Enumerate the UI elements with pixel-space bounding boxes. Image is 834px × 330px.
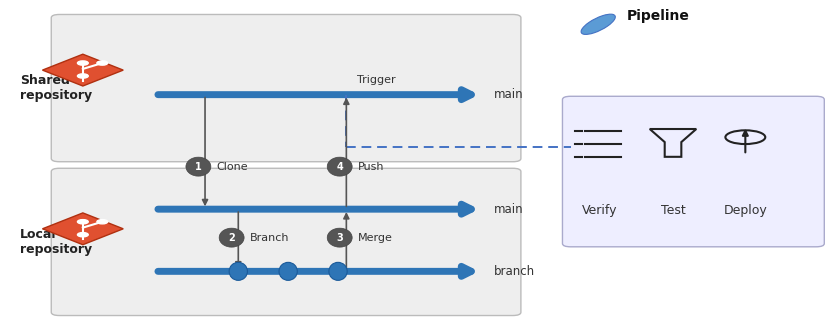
- Ellipse shape: [229, 262, 248, 280]
- Text: Push: Push: [358, 162, 384, 172]
- FancyBboxPatch shape: [51, 15, 521, 162]
- Text: Merge: Merge: [358, 233, 393, 243]
- Text: 4: 4: [336, 162, 343, 172]
- Text: main: main: [495, 88, 524, 101]
- Text: Shared
repository: Shared repository: [20, 74, 92, 102]
- Circle shape: [78, 233, 88, 237]
- Text: 3: 3: [336, 233, 343, 243]
- FancyBboxPatch shape: [51, 168, 521, 315]
- Circle shape: [78, 220, 88, 224]
- Text: Clone: Clone: [217, 162, 249, 172]
- Text: Trigger: Trigger: [357, 75, 396, 85]
- Text: Branch: Branch: [250, 233, 289, 243]
- Text: Verify: Verify: [582, 204, 618, 217]
- Text: Local
repository: Local repository: [20, 228, 92, 256]
- Text: branch: branch: [495, 265, 535, 278]
- Text: 1: 1: [195, 162, 202, 172]
- Ellipse shape: [327, 157, 352, 176]
- Ellipse shape: [329, 262, 347, 280]
- Polygon shape: [43, 54, 123, 86]
- Ellipse shape: [186, 157, 211, 176]
- FancyBboxPatch shape: [562, 96, 824, 247]
- Ellipse shape: [219, 228, 244, 247]
- Circle shape: [78, 74, 88, 78]
- Ellipse shape: [581, 14, 615, 34]
- Text: Deploy: Deploy: [723, 204, 767, 217]
- Circle shape: [78, 61, 88, 65]
- Text: Test: Test: [661, 204, 686, 217]
- Text: Pipeline: Pipeline: [626, 9, 690, 23]
- Text: 2: 2: [229, 233, 235, 243]
- Circle shape: [97, 220, 108, 224]
- Ellipse shape: [279, 262, 297, 280]
- Polygon shape: [43, 213, 123, 245]
- Circle shape: [97, 61, 108, 65]
- Ellipse shape: [327, 228, 352, 247]
- Text: main: main: [495, 203, 524, 216]
